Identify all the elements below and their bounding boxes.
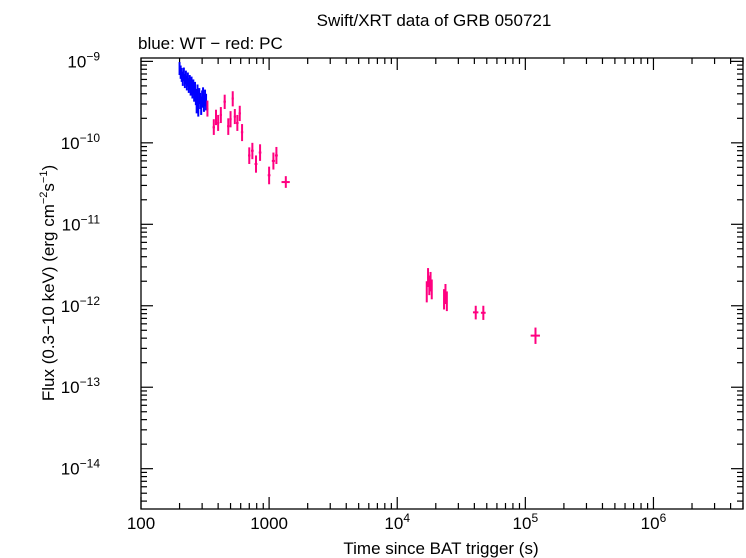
data-point: [425, 281, 428, 303]
data-point: [250, 142, 254, 160]
y-tick-label: 10−11: [62, 212, 101, 234]
y-tick-label-base: 10: [67, 52, 86, 71]
y-tick-label: 10−10: [61, 131, 101, 153]
y-axis-label-close: ): [39, 165, 58, 171]
data-point: [236, 114, 239, 131]
x-tick-label: 1000: [250, 514, 288, 533]
plot-frame: [140, 57, 744, 510]
y-tick-label: 10−9: [67, 49, 100, 71]
data-point: [196, 84, 199, 101]
data-point: [480, 305, 486, 320]
data-point: [472, 305, 479, 320]
data-point: [267, 166, 271, 185]
y-tick-label-base: 10: [61, 378, 80, 397]
y-tick-label-exponent: −12: [80, 294, 101, 308]
data-points: [178, 62, 540, 344]
x-tick-label-base: 10: [513, 514, 532, 533]
y-axis-label-exp2: −1: [38, 171, 50, 184]
data-point: [223, 94, 226, 110]
y-axis-label: Flux (0.3−10 keV) (erg cm−2s−1): [38, 165, 58, 401]
data-point: [430, 279, 433, 300]
y-tick-label-exponent: −11: [81, 212, 101, 226]
y-tick-label-exponent: −13: [80, 375, 101, 389]
y-tick-label-base: 10: [61, 460, 80, 479]
data-point: [219, 107, 222, 124]
data-point: [248, 147, 251, 164]
data-point: [258, 144, 262, 161]
series-wt: [178, 62, 208, 117]
y-tick-label-exponent: −9: [86, 49, 100, 63]
data-point: [217, 114, 220, 131]
y-tick-label: 10−14: [61, 457, 101, 479]
x-tick-label-exponent: 4: [403, 511, 410, 525]
x-tick-label: 104: [384, 511, 410, 533]
data-point: [229, 111, 232, 128]
y-tick-label: 10−12: [61, 294, 101, 316]
data-point: [281, 176, 290, 188]
y-tick-label-base: 10: [62, 215, 81, 234]
chart-title: Swift/XRT data of GRB 050721: [317, 11, 552, 30]
data-point: [445, 291, 448, 312]
data-point: [212, 119, 215, 135]
data-point: [233, 109, 237, 125]
data-point: [271, 152, 275, 170]
data-point: [231, 91, 234, 107]
series-pc: [206, 91, 540, 344]
y-axis-label-unit: s: [39, 183, 58, 192]
x-tick-label: 106: [641, 511, 667, 533]
data-point: [240, 124, 244, 142]
x-tick-label-base: 10: [384, 514, 403, 533]
y-tick-label-exponent: −14: [80, 457, 101, 471]
data-point: [205, 93, 208, 111]
y-axis-label-main: Flux (0.3−10 keV) (erg cm: [39, 204, 58, 401]
data-point: [206, 100, 209, 117]
data-point: [530, 327, 540, 344]
y-tick-label: 10−13: [61, 375, 101, 397]
x-axis-label: Time since BAT trigger (s): [343, 539, 538, 558]
y-axis-label-exp1: −2: [38, 192, 50, 205]
y-tick-label-base: 10: [61, 134, 80, 153]
chart-subtitle: blue: WT − red: PC: [138, 34, 283, 53]
y-tick-label-base: 10: [61, 297, 80, 316]
x-tick-label-exponent: 5: [531, 511, 538, 525]
x-tick-label-exponent: 6: [660, 511, 667, 525]
data-point: [274, 146, 278, 164]
y-tick-label-exponent: −10: [80, 131, 101, 145]
x-tick-label: 105: [513, 511, 539, 533]
x-tick-label-base: 10: [641, 514, 660, 533]
data-point: [227, 118, 230, 135]
data-point: [214, 109, 218, 126]
data-point: [238, 105, 241, 122]
x-axis-ticks: 100 1000 104 105 106: [127, 58, 744, 533]
data-point: [254, 155, 258, 173]
x-tick-label: 100: [127, 514, 155, 533]
